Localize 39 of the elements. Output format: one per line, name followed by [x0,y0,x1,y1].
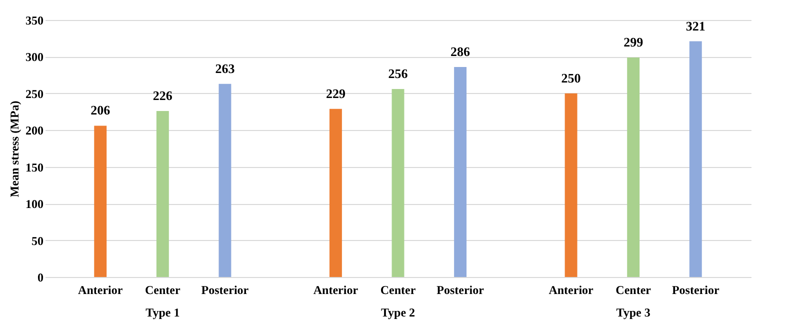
text: Anterior [313,283,358,297]
x-tick-label: Type 3 [616,306,650,320]
bar [392,89,404,277]
x-tick-label: Type 2 [380,306,416,320]
bar [627,57,640,277]
bar [156,111,169,277]
data-label: 206 [90,102,111,118]
text: Center [145,283,180,297]
y-tick-label: 350 [26,14,44,28]
text: Center [380,283,416,297]
y-tick-label: 150 [26,160,44,174]
y-axis-title: Mean stress (MPa) [8,100,22,198]
series-label: Center [616,283,652,297]
bar [689,41,702,277]
data-label: 229 [326,86,346,101]
bar [329,108,342,277]
series-label: Posterior [201,283,250,297]
text: Posterior [672,283,720,297]
y-tick-label: 0 [38,270,44,284]
data-label: 321 [686,18,706,34]
bar [454,66,467,277]
bar [94,126,107,277]
data-label: 263 [215,60,236,76]
y-tick-label: 200 [26,124,44,138]
series-label: Anterior [78,283,124,297]
data-label: 286 [450,44,471,59]
data-label: 256 [388,66,408,82]
y-tick-label: 250 [26,86,44,101]
bar [564,93,578,277]
x-tick-label: Type 1 [146,306,180,320]
data-label: 299 [624,34,644,50]
data-label: 250 [561,70,581,86]
data-label: 226 [152,88,173,104]
bar [218,84,232,277]
y-tick-label: 100 [26,197,44,212]
text: Anterior [548,283,594,297]
y-tick-label: 50 [32,234,44,248]
y-tick-label: 300 [26,50,44,64]
text: Posterior [436,283,484,297]
